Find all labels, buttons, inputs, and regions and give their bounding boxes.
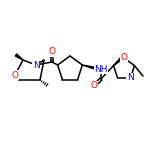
Text: N: N — [127, 73, 134, 82]
Text: O: O — [12, 71, 19, 79]
Polygon shape — [15, 54, 23, 60]
Polygon shape — [82, 65, 98, 70]
Text: NH: NH — [94, 64, 108, 74]
Text: O: O — [48, 47, 55, 57]
Text: N: N — [33, 60, 39, 69]
Text: O: O — [121, 54, 128, 62]
Text: O: O — [90, 81, 97, 90]
